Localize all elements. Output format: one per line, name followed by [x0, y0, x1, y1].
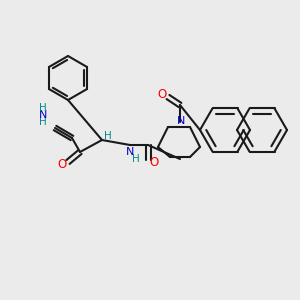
Text: O: O [149, 155, 159, 169]
Text: N: N [126, 147, 134, 157]
Text: H: H [132, 154, 140, 164]
Text: O: O [57, 158, 67, 170]
Text: O: O [158, 88, 166, 101]
Text: H: H [39, 117, 47, 127]
Text: H: H [104, 131, 112, 141]
Text: N: N [39, 110, 47, 120]
Text: H: H [39, 103, 47, 113]
Text: N: N [177, 116, 185, 126]
